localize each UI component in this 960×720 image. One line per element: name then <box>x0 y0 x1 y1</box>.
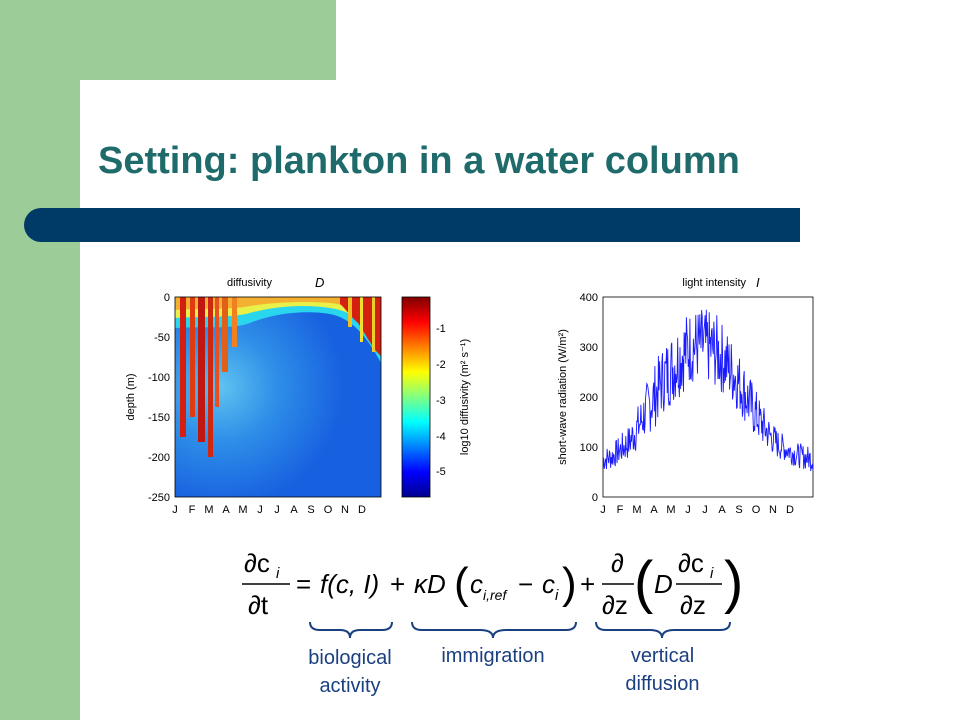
big-left-paren: ( <box>634 550 653 615</box>
colorbar-tick-label: -5 <box>436 466 446 478</box>
c-i: c <box>542 569 555 599</box>
plus-sign: + <box>390 569 405 599</box>
x-tick-label: S <box>735 504 742 516</box>
left-paren: ( <box>454 559 469 608</box>
x-tick-label: J <box>257 504 263 516</box>
y-tick-label: -50 <box>154 332 170 344</box>
x-tick-label: M <box>632 504 641 516</box>
light-y-axis: 0 100 200 300 400 <box>580 292 598 504</box>
inner-denominator: ∂z <box>680 590 706 620</box>
colorbar-tick-label: -1 <box>436 323 446 335</box>
x-tick-label: J <box>702 504 708 516</box>
light-plot-area <box>602 296 814 498</box>
diffusivity-symbol: D <box>315 275 324 290</box>
inner-d: D <box>654 569 673 599</box>
colorbar-label: log10 diffusivity (m² s⁻¹) <box>459 339 471 455</box>
y-tick-label: 400 <box>580 292 598 304</box>
x-tick-label: A <box>650 504 658 516</box>
light-chart: light intensity I 0 100 200 300 400 shor… <box>557 275 814 516</box>
c-ref: c <box>470 569 483 599</box>
y-tick-label: -250 <box>148 492 170 504</box>
c-i-sub: i <box>555 587 559 604</box>
x-tick-label: O <box>752 504 761 516</box>
partial-numerator: ∂ <box>611 548 624 578</box>
light-x-axis: J F M A M J J A S O N D <box>600 504 794 516</box>
accent-sidebar <box>0 0 80 720</box>
governing-equation: ∂c i ∂t = f(c, I) + κD ( c i,ref − c i )… <box>242 548 743 620</box>
light-ylabel: short-wave radiation (W/m²) <box>557 329 569 465</box>
x-tick-label: S <box>307 504 314 516</box>
x-tick-label: A <box>718 504 726 516</box>
y-tick-label: 100 <box>580 442 598 454</box>
x-tick-label: J <box>172 504 178 516</box>
y-tick-label: -150 <box>148 412 170 424</box>
x-tick-label: D <box>358 504 366 516</box>
diffusivity-chart: diffusivity D 0 -50 -100 -150 -200 -250 … <box>125 275 471 516</box>
label-biological-activity: biological activity <box>308 647 392 697</box>
x-tick-label: A <box>290 504 298 516</box>
x-tick-label: M <box>204 504 213 516</box>
label-immigration: immigration <box>441 645 545 667</box>
page-title: Setting: plankton in a water column <box>98 140 740 182</box>
x-tick-label: F <box>617 504 624 516</box>
x-tick-label: M <box>666 504 675 516</box>
partial-denominator: ∂z <box>602 590 628 620</box>
label-vertical-diffusion: vertical diffusion <box>625 645 700 695</box>
biological-term: f(c, I) <box>320 569 379 599</box>
light-series-line <box>602 309 814 472</box>
y-tick-label: -200 <box>148 452 170 464</box>
brace-diffusion <box>595 621 731 639</box>
c-ref-sub: i,ref <box>483 587 508 603</box>
big-right-paren: ) <box>724 550 743 615</box>
lhs-numerator-sub: i <box>276 565 280 582</box>
inner-numerator: ∂c <box>678 548 704 578</box>
x-tick-label: D <box>786 504 794 516</box>
y-tick-label: 0 <box>592 492 598 504</box>
lhs-numerator: ∂c <box>244 548 270 578</box>
x-tick-label: O <box>324 504 333 516</box>
colorbar-tick-label: -4 <box>436 431 446 443</box>
x-tick-label: N <box>341 504 349 516</box>
brace-immigration <box>411 621 577 639</box>
diffusivity-title: diffusivity <box>227 277 273 289</box>
y-tick-label: 0 <box>164 292 170 304</box>
kappa-d: κD <box>414 569 446 599</box>
x-tick-label: N <box>769 504 777 516</box>
x-tick-label: J <box>274 504 280 516</box>
heatmap-field <box>175 297 381 497</box>
colorbar-ticks: -1 -2 -3 -4 -5 <box>436 323 446 478</box>
x-tick-label: F <box>189 504 196 516</box>
light-title: light intensity <box>682 277 746 289</box>
x-tick-label: A <box>222 504 230 516</box>
x-tick-label: J <box>600 504 606 516</box>
lhs-denominator: ∂t <box>248 590 269 620</box>
right-paren: ) <box>562 559 577 608</box>
y-tick-label: 200 <box>580 392 598 404</box>
diffusivity-y-axis: 0 -50 -100 -150 -200 -250 <box>148 292 170 504</box>
accent-topbar <box>80 0 336 80</box>
inner-numerator-sub: i <box>710 565 714 582</box>
y-tick-label: -100 <box>148 372 170 384</box>
brace-biological <box>309 621 393 639</box>
colorbar <box>401 296 431 498</box>
term-braces <box>309 621 731 639</box>
colorbar-tick-label: -3 <box>436 395 446 407</box>
x-tick-label: J <box>685 504 691 516</box>
light-symbol: I <box>756 275 760 290</box>
title-rule <box>24 208 800 242</box>
y-tick-label: 300 <box>580 342 598 354</box>
plus-sign: + <box>580 569 595 599</box>
minus-sign: − <box>518 569 533 599</box>
colorbar-tick-label: -2 <box>436 359 446 371</box>
diffusivity-ylabel: depth (m) <box>125 373 137 420</box>
diffusivity-x-axis: J F M A M J J A S O N D <box>172 504 366 516</box>
equals-sign: = <box>296 569 311 599</box>
x-tick-label: M <box>238 504 247 516</box>
